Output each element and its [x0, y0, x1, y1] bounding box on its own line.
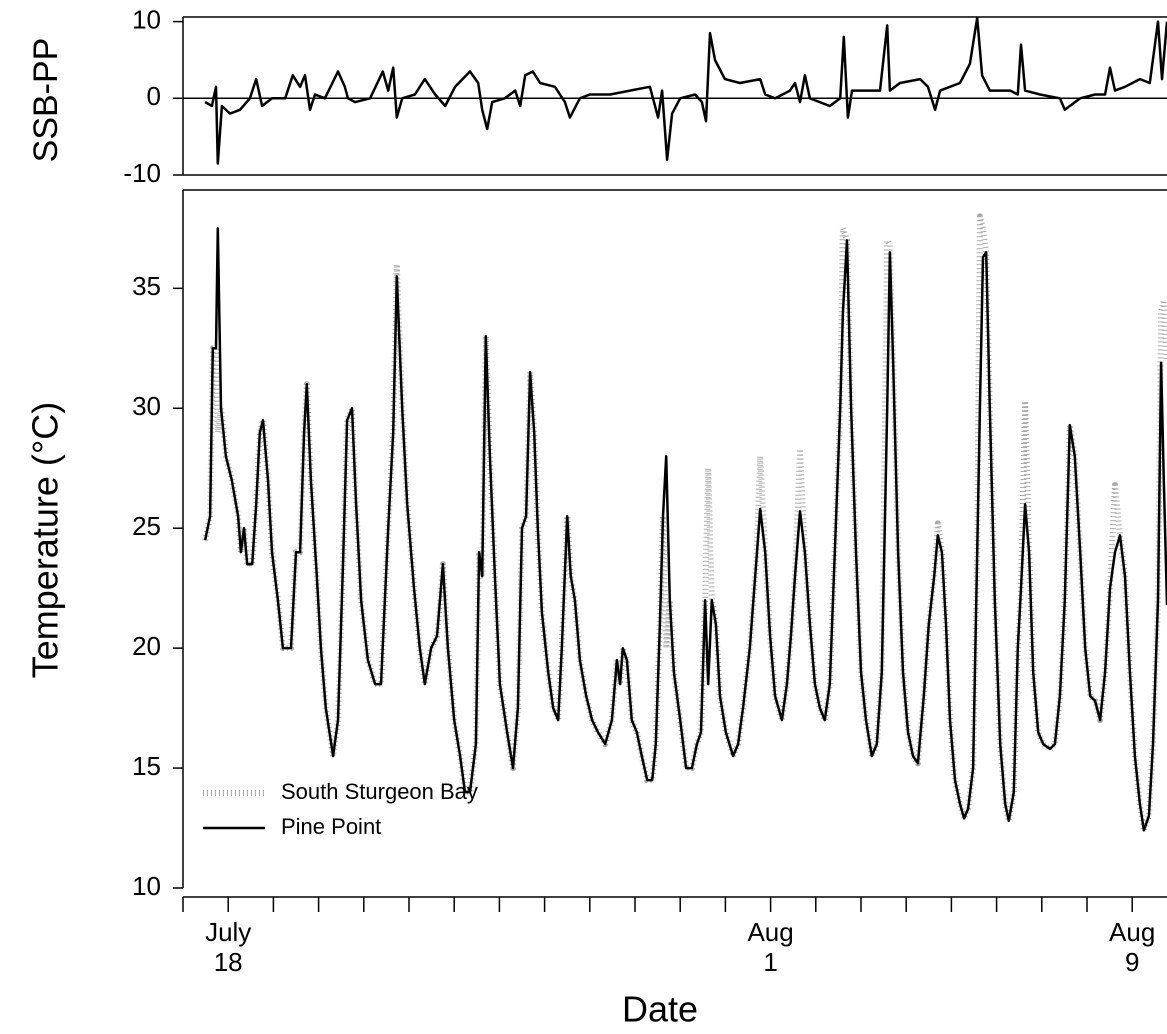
- data-line: [202, 213, 1167, 834]
- y-axis-title: SSB-PP: [27, 38, 65, 163]
- legend-label: South Sturgeon Bay: [281, 779, 478, 804]
- y-axis-title: Temperature (°C): [25, 402, 66, 678]
- y-tick-label: 10: [132, 4, 161, 34]
- y-tick-label: 0: [147, 81, 161, 111]
- y-tick-label: 15: [132, 751, 161, 781]
- data-line: [204, 17, 1167, 165]
- plot-area: [202, 213, 1167, 834]
- y-tick-label: 30: [132, 391, 161, 421]
- y-tick-label: 10: [132, 871, 161, 901]
- x-tick-label: July 18: [205, 917, 252, 977]
- x-tick-label: Aug 1: [747, 917, 794, 977]
- y-tick-label: 35: [132, 271, 161, 301]
- x-axis-title: Date: [622, 989, 698, 1030]
- y-tick-label: 20: [132, 631, 161, 661]
- plot-area: [204, 17, 1167, 165]
- legend-label: Pine Point: [281, 814, 381, 839]
- y-tick-label: 25: [132, 511, 161, 541]
- y-tick-label: -10: [123, 158, 161, 188]
- data-line: [203, 227, 1167, 832]
- x-tick-label: Aug 9: [1109, 917, 1156, 977]
